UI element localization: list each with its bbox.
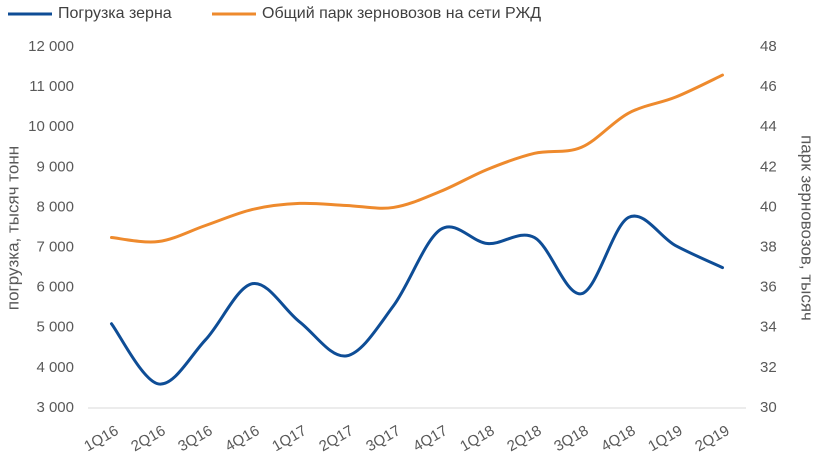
y2-tick-label: 40 [760, 198, 777, 215]
x-tick-label: 4Q18 [598, 422, 638, 455]
series-line [110, 73, 724, 244]
series-line [110, 214, 724, 386]
x-tick-label: 1Q18 [457, 422, 497, 455]
x-tick-label: 2Q18 [504, 422, 544, 455]
y-tick-label: 12 000 [28, 38, 74, 55]
y2-tick-label: 42 [760, 158, 777, 175]
y-tick-label: 4 000 [36, 359, 74, 376]
x-tick-label: 1Q19 [645, 422, 685, 455]
x-tick-label: 2Q16 [128, 422, 168, 455]
y-axis-title: погрузка, тысяч тонн [3, 146, 22, 310]
x-tick-label: 3Q17 [363, 422, 403, 455]
x-tick-label: 1Q16 [81, 422, 121, 455]
y2-tick-label: 32 [760, 359, 777, 376]
y2-axis-title: парк зерновозов, тысяч [798, 135, 817, 321]
y-tick-label: 9 000 [36, 158, 74, 175]
y-tick-label: 7 000 [36, 239, 74, 256]
y2-tick-label: 30 [760, 399, 777, 416]
x-tick-label: 3Q18 [551, 422, 591, 455]
y-tick-label: 10 000 [28, 118, 74, 135]
legend-label: Общий парк зерновозов на сети РЖД [262, 5, 541, 22]
y-tick-label: 8 000 [36, 198, 74, 215]
y-tick-label: 6 000 [36, 279, 74, 296]
x-tick-label: 4Q16 [222, 422, 262, 455]
y-tick-label: 5 000 [36, 319, 74, 336]
x-tick-label: 4Q17 [410, 422, 450, 455]
y2-tick-label: 46 [760, 78, 777, 95]
y2-tick-label: 34 [760, 319, 777, 336]
x-tick-label: 3Q16 [175, 422, 215, 455]
legend-label: Погрузка зерна [58, 5, 172, 22]
x-tick-label: 2Q17 [316, 422, 356, 455]
y-tick-label: 3 000 [36, 399, 74, 416]
x-tick-label: 1Q17 [269, 422, 309, 455]
y-tick-label: 11 000 [29, 78, 74, 95]
y2-tick-label: 38 [760, 239, 777, 256]
y2-tick-label: 48 [760, 38, 777, 55]
y2-tick-label: 36 [760, 279, 777, 296]
x-tick-label: 2Q19 [692, 422, 732, 455]
y2-tick-label: 44 [760, 118, 777, 135]
